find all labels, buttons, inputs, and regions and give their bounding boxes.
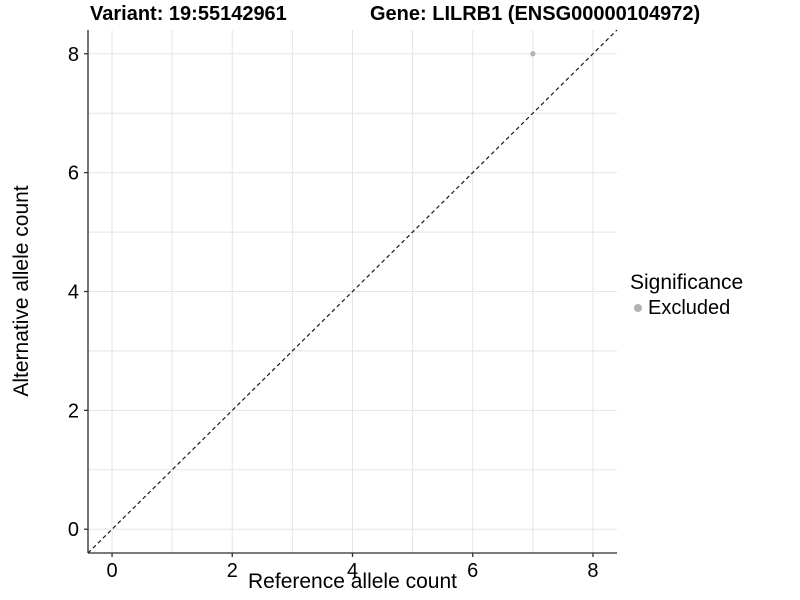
plot-title-variant: Variant: 19:55142961 (90, 3, 287, 25)
x-tick-label-0: 0 (106, 560, 117, 582)
y-tick-label-6: 6 (68, 163, 79, 185)
data-point-0 (530, 51, 536, 57)
x-tick-label-6: 6 (467, 560, 478, 582)
legend: Significance Excluded (630, 270, 743, 320)
x-tick-label-4: 4 (347, 560, 358, 582)
y-tick-label-4: 4 (68, 282, 79, 304)
x-axis-title: Reference allele count (248, 570, 457, 593)
legend-item-excluded: Excluded (630, 296, 743, 320)
x-tick-label-8: 8 (587, 560, 598, 582)
legend-item-label: Excluded (648, 297, 731, 319)
plot-title-gene: Gene: LILRB1 (ENSG00000104972) (370, 3, 701, 25)
y-axis-title: Alternative allele count (10, 185, 33, 397)
y-tick-label-0: 0 (68, 519, 79, 541)
legend-point-swatch (634, 304, 642, 312)
identity-reference-line (87, 29, 618, 554)
y-tick-label-8: 8 (68, 44, 79, 66)
y-tick-label-2: 2 (68, 400, 79, 422)
x-tick-label-2: 2 (227, 560, 238, 582)
legend-title: Significance (630, 271, 744, 294)
